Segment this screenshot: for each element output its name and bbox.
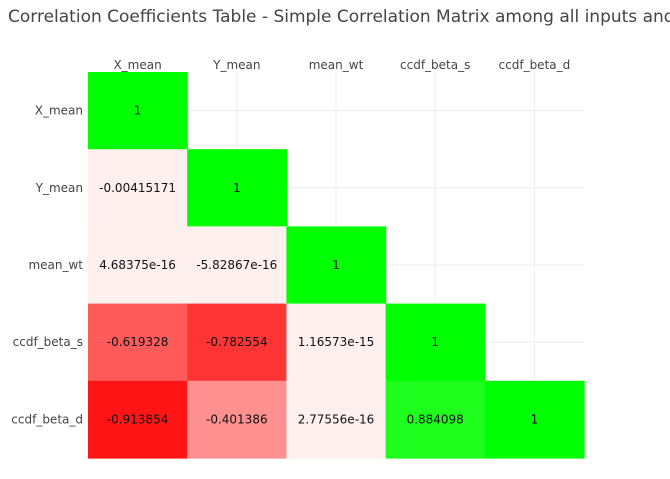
- row-label: Y_mean: [35, 181, 83, 195]
- cell-value-label: 1.16573e-15: [298, 335, 375, 349]
- column-labels: X_mean Y_mean mean_wt ccdf_beta_s ccdf_beta_…: [113, 58, 570, 72]
- row-label: ccdf_beta_s: [13, 335, 83, 349]
- heatmap-cell: [385, 380, 486, 459]
- chart-title: Correlation Coefficients Table - Simple …: [8, 7, 670, 27]
- heatmap-cell: [88, 72, 188, 150]
- column-label: X_mean: [113, 58, 161, 72]
- cell-value-label: -5.82867e-16: [196, 258, 277, 272]
- column-label: ccdf_beta_s: [400, 58, 470, 72]
- heatmap-cells: [88, 72, 585, 459]
- cell-value-label: -0.782554: [206, 335, 268, 349]
- heatmap-cell: [88, 303, 188, 382]
- cell-value-label: -0.00415171: [99, 181, 176, 195]
- heatmap-cell: [286, 303, 387, 382]
- cell-value-labels: 1 -0.00415171 1 4.68375e-16 -5.82867e-16 1 -0.…: [99, 104, 538, 427]
- heatmap-cell: [187, 149, 287, 227]
- heatmap-cell: [286, 226, 387, 305]
- heatmap-cell: [88, 380, 188, 459]
- heatmap-cell: [187, 303, 287, 382]
- column-label: ccdf_beta_d: [499, 58, 571, 72]
- cell-value-label: 1: [531, 412, 539, 426]
- cell-value-label: -0.913854: [107, 412, 169, 426]
- cell-value-label: 4.68375e-16: [99, 258, 176, 272]
- heatmap-cell: [484, 380, 585, 459]
- row-labels: X_mean Y_mean mean_wt ccdf_beta_s ccdf_beta_…: [11, 104, 83, 427]
- row-label: ccdf_beta_d: [11, 412, 83, 426]
- cell-value-label: 1: [134, 104, 142, 118]
- cell-value-label: -0.401386: [206, 412, 268, 426]
- cell-value-label: 1: [431, 335, 439, 349]
- row-label: X_mean: [35, 104, 83, 118]
- column-label: mean_wt: [309, 58, 364, 72]
- heatmap-cell: [88, 149, 188, 227]
- cell-value-label: 2.77556e-16: [298, 412, 375, 426]
- cell-value-label: 0.884098: [407, 412, 464, 426]
- cell-value-label: 1: [332, 258, 340, 272]
- heatmap-cell: [88, 226, 188, 305]
- heatmap-cell: [187, 380, 287, 459]
- heatmap-cell: [286, 380, 387, 459]
- column-label: Y_mean: [212, 58, 260, 72]
- cell-value-label: -0.619328: [107, 335, 169, 349]
- heatmap-cell: [187, 226, 287, 305]
- cell-value-label: 1: [233, 181, 241, 195]
- heatmap-cell: [385, 303, 486, 382]
- row-label: mean_wt: [28, 258, 83, 272]
